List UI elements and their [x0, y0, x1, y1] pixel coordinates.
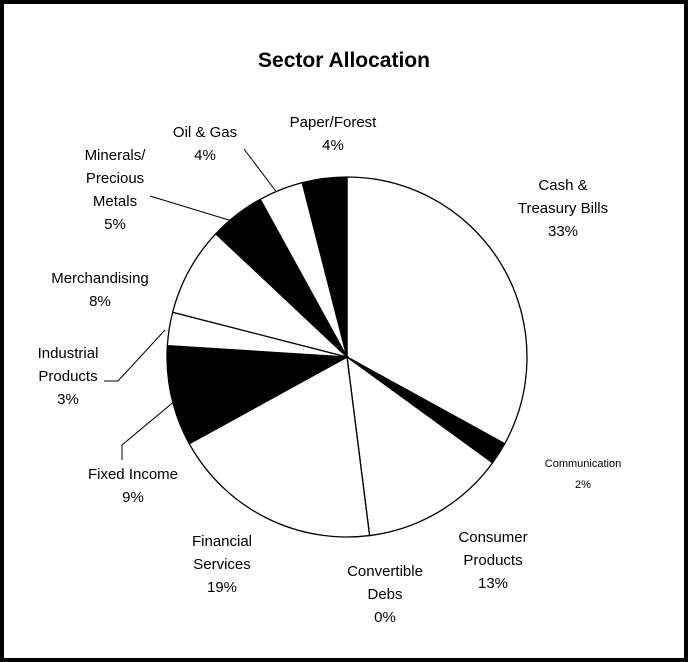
slice-value-label: 13% [478, 575, 508, 592]
pie-slice [301, 176, 348, 358]
pie-slice [166, 345, 350, 445]
pie-slice [188, 355, 371, 538]
slice-label: Paper/Forest [290, 114, 378, 131]
slice-label: Minerals/Precious Metals [85, 147, 147, 210]
slice-value-label: 8% [89, 293, 111, 310]
pie-slice [171, 232, 348, 358]
slice-value-label: 3% [57, 391, 79, 408]
leader-line [149, 195, 233, 222]
slice-value-label: 9% [122, 489, 144, 506]
slice-label: Fixed Income [88, 466, 178, 483]
leader-line [121, 394, 183, 460]
slice-value-label: 4% [194, 147, 216, 164]
chart-title: Sector Allocation [258, 49, 430, 72]
slice-label: Cash & Treasury Bills [518, 177, 608, 217]
slice-value-label: 0% [374, 609, 396, 626]
slice-label: Industrial Products [38, 345, 99, 385]
slice-value-label: 5% [104, 216, 126, 233]
pie-slice [346, 355, 494, 537]
leader-lines [104, 148, 279, 460]
slice-value-label: 2% [575, 479, 591, 491]
slice-value-label: 4% [322, 137, 344, 154]
slice-value-label: 33% [548, 223, 578, 240]
slice-label: Consumer Products [458, 529, 527, 569]
slice-label: Oil & Gas [173, 124, 237, 141]
leader-line [104, 329, 166, 382]
slice-label: Communication [545, 458, 621, 470]
slice-label: Merchandising [51, 270, 149, 287]
pie-slice [346, 176, 528, 445]
slice-value-label: 19% [207, 579, 237, 596]
slice-label: Convertible Debs [347, 563, 423, 603]
slice-label: Financial Services [192, 533, 252, 573]
leader-line [243, 148, 279, 195]
